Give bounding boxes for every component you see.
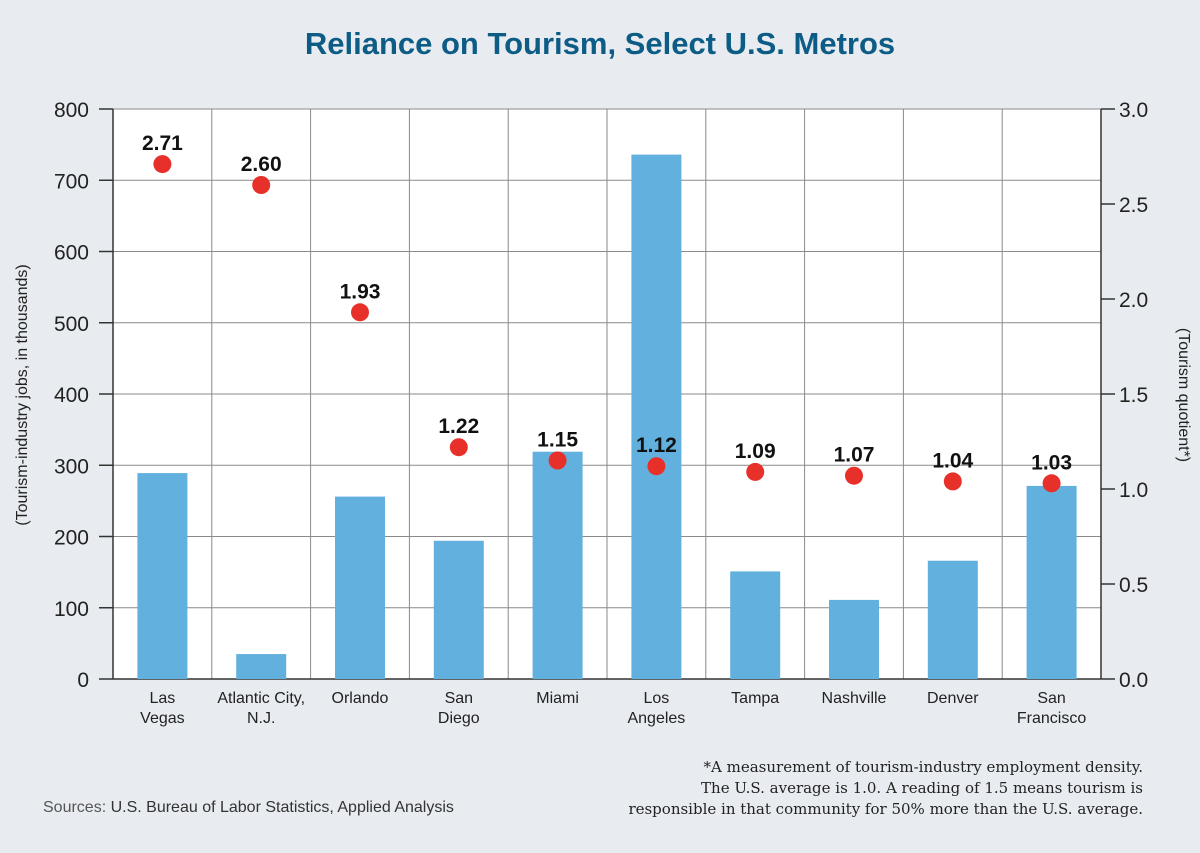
y-tick-label: 0 <box>77 669 89 692</box>
x-tick-label-line: Las <box>150 690 176 707</box>
quotient-label: 1.93 <box>340 280 381 303</box>
x-tick-label: Atlantic City, N.J. <box>217 690 305 727</box>
y2-tick-label: 1.5 <box>1119 384 1148 407</box>
quotient-marker <box>943 472 962 491</box>
bar <box>433 540 484 679</box>
y-axis-title: (Tourism-industry jobs, in thousands) <box>14 264 31 525</box>
y-tick-label: 500 <box>54 313 89 336</box>
y-tick-label: 100 <box>54 598 89 621</box>
y2-tick-label: 2.5 <box>1119 194 1148 217</box>
quotient-label: 1.15 <box>537 429 578 452</box>
bar <box>1026 485 1077 679</box>
footnote-line: *A measurement of tourism-industry emplo… <box>703 758 1143 776</box>
bar <box>137 473 188 679</box>
quotient-marker <box>252 176 271 194</box>
x-tick-label-line: Miami <box>536 690 579 707</box>
quotient-marker <box>449 438 468 457</box>
x-tick-label-line: Nashville <box>822 690 887 707</box>
x-tick-label: Los Angeles <box>627 690 685 727</box>
y-tick-label: 700 <box>54 170 89 193</box>
quotient-marker <box>845 466 863 485</box>
x-tick-label-line: San <box>445 690 473 707</box>
y-tick-label: 600 <box>54 242 89 265</box>
quotient-label: 1.12 <box>636 434 677 457</box>
bar <box>730 571 781 679</box>
bar <box>236 654 287 679</box>
x-tick-label: Miami <box>536 690 579 707</box>
x-tick-label: Tampa <box>731 690 779 707</box>
y-tick-label: 200 <box>54 527 89 550</box>
bar <box>829 599 879 679</box>
quotient-marker <box>548 451 567 470</box>
quotient-label: 1.07 <box>834 444 875 467</box>
x-tick-label: Denver <box>927 690 979 707</box>
bar <box>335 496 385 679</box>
y2-axis-title: (Tourism quotient*) <box>1175 328 1192 462</box>
x-tick-label-line: Vegas <box>140 710 184 727</box>
quotient-marker <box>746 462 765 481</box>
bar <box>927 560 978 679</box>
y-tick-label: 300 <box>54 455 89 478</box>
bar <box>532 451 583 679</box>
quotient-marker <box>1042 474 1061 493</box>
y2-tick-label: 1.0 <box>1119 479 1148 502</box>
quotient-label: 1.22 <box>438 415 479 438</box>
chart-title: Reliance on Tourism, Select U.S. Metros <box>304 26 896 61</box>
x-tick-label-line: Tampa <box>731 690 779 707</box>
y2-tick-label: 0.5 <box>1119 574 1148 597</box>
x-tick-label: Las Vegas <box>140 690 184 727</box>
sources-text: U.S. Bureau of Labor Statistics, Applied… <box>110 799 454 816</box>
quotient-label: 2.60 <box>241 153 282 176</box>
x-tick-label-line: Francisco <box>1017 710 1086 727</box>
x-tick-label-line: Angeles <box>627 710 685 727</box>
footnote: *A measurement of tourism-industry emplo… <box>543 757 1143 820</box>
footnote-line: The U.S. average is 1.0. A reading of 1.… <box>701 779 1143 797</box>
x-tick-label-line: Orlando <box>332 690 389 707</box>
quotient-marker <box>351 303 369 322</box>
x-tick-label-line: Atlantic City, <box>217 690 305 707</box>
quotient-marker <box>647 457 666 476</box>
quotient-label: 2.71 <box>142 132 183 155</box>
y-tick-label: 800 <box>54 99 89 122</box>
x-tick-label-line: Diego <box>438 710 480 727</box>
bar <box>631 154 682 680</box>
y2-tick-label: 0.0 <box>1119 669 1148 692</box>
x-tick-label-line: San <box>1037 690 1065 707</box>
y2-tick-label: 3.0 <box>1119 99 1148 122</box>
quotient-marker <box>153 155 172 174</box>
x-tick-label-line: Los <box>644 690 670 707</box>
sources-label: Sources: <box>43 799 107 816</box>
quotient-label: 1.09 <box>735 440 776 463</box>
sources-note: Sources: U.S. Bureau of Labor Statistics… <box>43 799 454 817</box>
x-tick-label: Orlando <box>332 690 389 707</box>
x-tick-label: Nashville <box>822 690 887 707</box>
footnote-line: responsible in that community for 50% mo… <box>628 800 1143 818</box>
x-tick-label: San Diego <box>438 690 480 727</box>
y-tick-label: 400 <box>54 384 89 407</box>
quotient-label: 1.04 <box>932 449 973 472</box>
y2-tick-label: 2.0 <box>1119 289 1148 312</box>
quotient-label: 1.03 <box>1031 451 1072 474</box>
x-tick-label-line: Denver <box>927 690 979 707</box>
x-tick-label-line: N.J. <box>247 710 275 727</box>
x-tick-label: San Francisco <box>1017 690 1086 727</box>
